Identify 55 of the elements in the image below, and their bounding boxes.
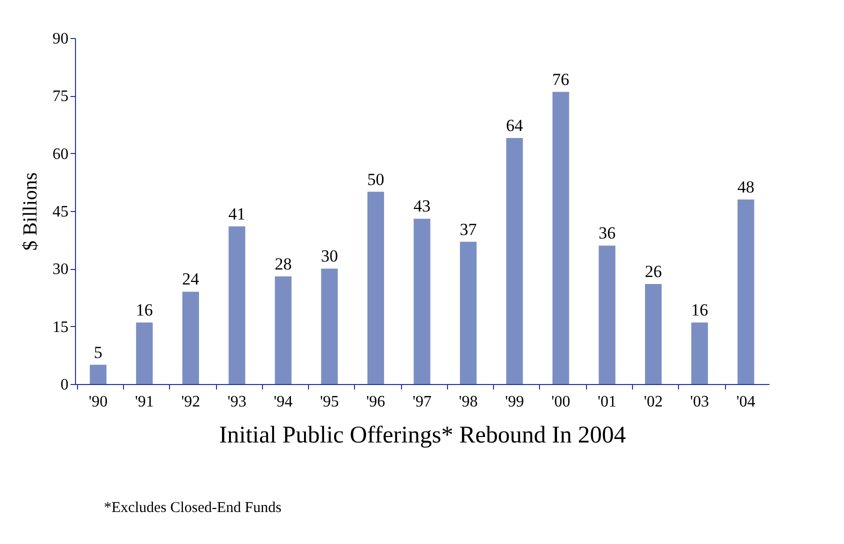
y-tick-label: 30 <box>52 261 68 278</box>
bar <box>274 276 292 384</box>
bar <box>691 322 708 384</box>
y-tick-label: 45 <box>52 204 68 220</box>
x-tick-label: '90 <box>88 394 108 410</box>
x-tick-label: '01 <box>598 394 617 410</box>
data-label: 36 <box>598 224 616 243</box>
bar <box>552 92 570 384</box>
bar <box>182 292 199 384</box>
text: *Excludes Closed-End Funds <box>104 500 282 517</box>
bar <box>506 138 523 384</box>
y-tick-label: 90 <box>52 30 68 48</box>
x-tick-label: '93 <box>227 394 246 410</box>
data-label: 16 <box>136 300 153 320</box>
bar <box>228 226 246 384</box>
x-tick-label: '99 <box>505 394 524 410</box>
bar <box>645 284 662 384</box>
y-tick-label: 75 <box>52 88 68 106</box>
data-label: 41 <box>228 204 246 224</box>
bar <box>136 322 153 384</box>
y-tick-label: 60 <box>52 146 68 163</box>
x-tick-label: '95 <box>320 394 339 410</box>
data-label: 64 <box>506 116 524 135</box>
data-label: 28 <box>274 254 292 274</box>
y-tick-label: 0 <box>60 376 68 394</box>
x-tick-label: '91 <box>134 394 154 410</box>
bar <box>90 364 106 384</box>
data-label: 5 <box>94 342 102 362</box>
data-label: 16 <box>691 300 708 320</box>
bar <box>598 246 616 384</box>
data-label: 24 <box>182 270 200 289</box>
bar <box>414 218 430 384</box>
data-label: 43 <box>414 196 430 216</box>
bar <box>321 268 338 384</box>
x-axis-title: Initial Public Offerings* Rebound In 2004 <box>219 422 626 448</box>
x-tick-label: '92 <box>181 394 200 410</box>
x-tick-label: '96 <box>366 394 386 410</box>
data-label: 50 <box>367 170 384 189</box>
x-tick-label: '00 <box>551 394 570 410</box>
x-tick-label: '97 <box>412 394 432 410</box>
y-tick-label: 15 <box>52 318 68 336</box>
x-tick-label: '03 <box>690 394 710 410</box>
data-label: 76 <box>552 70 570 89</box>
data-label: 37 <box>460 220 478 239</box>
x-tick-label: '94 <box>274 394 293 410</box>
bar <box>738 199 754 384</box>
data-label: 48 <box>737 177 754 196</box>
x-tick-label: '02 <box>644 394 663 410</box>
bar <box>460 242 477 384</box>
x-tick-label: '04 <box>736 394 756 410</box>
data-label: 30 <box>320 246 338 266</box>
bar <box>367 192 384 384</box>
y-axis-title: $ Billions <box>20 172 42 251</box>
data-label: 26 <box>644 262 662 282</box>
x-tick-label: '98 <box>458 394 478 410</box>
